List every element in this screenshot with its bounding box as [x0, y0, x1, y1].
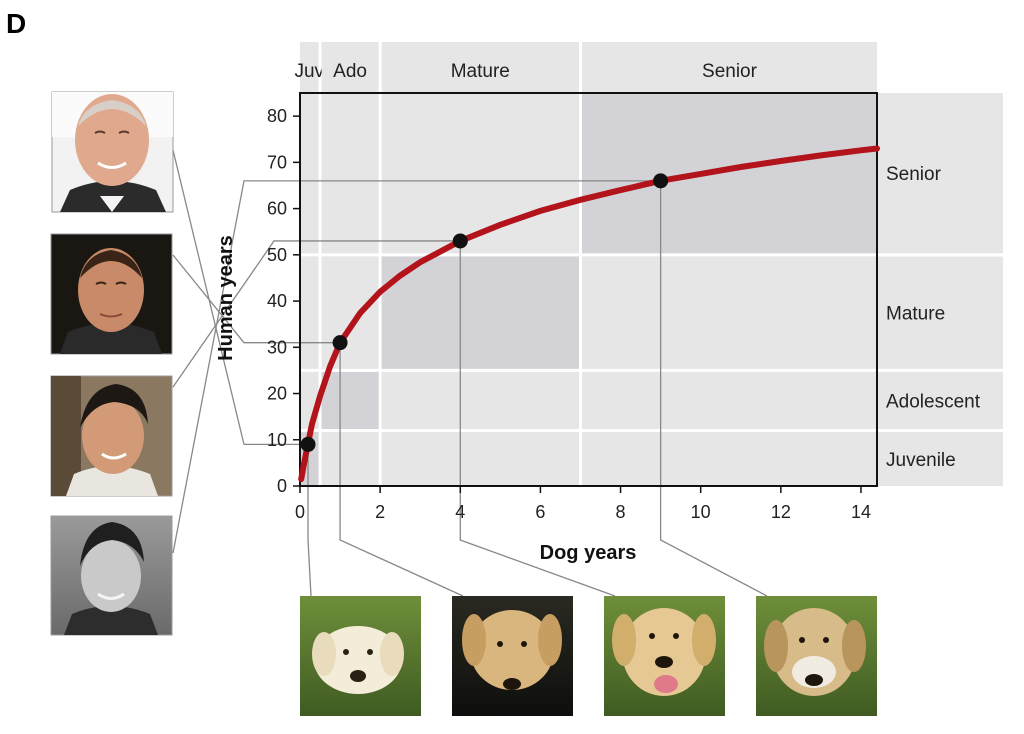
plot-frame	[299, 92, 878, 487]
x-tick-label: 2	[375, 502, 385, 522]
data-point	[653, 173, 669, 189]
child-photo	[50, 515, 173, 636]
human-stage-label: Juvenile	[886, 450, 956, 471]
puppy-photo	[300, 596, 421, 716]
human-stage-label: Senior	[886, 164, 942, 185]
y-axis: 0 10 20 30 40 50 60 70 80	[267, 106, 300, 496]
dog-guide-line	[659, 180, 768, 597]
dog-stage-label: Ado	[333, 61, 367, 82]
dog-photos	[300, 596, 877, 716]
y-tick-label: 80	[267, 106, 287, 126]
y-tick-label: 0	[277, 476, 287, 496]
human-stage-band	[877, 256, 1003, 369]
y-tick-label: 60	[267, 199, 287, 219]
human-photos	[50, 91, 174, 636]
y-tick-label: 20	[267, 384, 287, 404]
dog-guide-line	[307, 444, 312, 597]
x-tick-label: 12	[771, 502, 791, 522]
highlighted-points	[300, 173, 669, 452]
y-tick-label: 50	[267, 245, 287, 265]
stage-bands: Juv Ado Mature Senior Juvenile Adolescent Matu…	[294, 42, 1003, 486]
y-axis-label: Human years	[215, 235, 237, 361]
x-tick-label: 6	[535, 502, 545, 522]
dog-stage-label: Juv	[294, 61, 324, 82]
data-point	[452, 233, 468, 249]
adult-man-photo	[50, 233, 173, 355]
data-point	[300, 436, 316, 452]
human-stage-band	[877, 432, 1003, 486]
adolescent-dog-photo	[452, 596, 573, 716]
human-guide-line	[172, 149, 309, 446]
dog-stage-label: Senior	[702, 61, 758, 82]
human-stage-label: Adolescent	[886, 391, 981, 412]
guide-lines	[172, 149, 768, 597]
y-tick-label: 10	[267, 430, 287, 450]
matched-stage-zone	[581, 93, 877, 254]
x-axis-label: Dog years	[540, 542, 637, 564]
x-tick-label: 8	[616, 502, 626, 522]
dog-stage-column	[300, 42, 319, 486]
dog-stage-label: Mature	[451, 61, 510, 82]
x-tick-label: 0	[295, 502, 305, 522]
matched-stage-zone	[321, 371, 379, 430]
data-point	[332, 335, 348, 351]
panel-label: D	[6, 8, 26, 39]
human-guide-line	[172, 240, 461, 388]
x-tick-label: 10	[691, 502, 711, 522]
human-stage-band	[877, 93, 1003, 254]
teen-boy-photo	[50, 375, 173, 497]
human-guide-line	[172, 254, 341, 344]
dog-guide-line	[339, 342, 464, 597]
human-guide-line	[172, 180, 661, 554]
matched-stage-zone	[381, 256, 579, 369]
y-tick-label: 70	[267, 152, 287, 172]
x-tick-label: 14	[851, 502, 871, 522]
human-stage-band	[877, 371, 1003, 430]
y-tick-label: 30	[267, 337, 287, 357]
older-man-photo	[51, 91, 174, 213]
human-stage-label: Mature	[886, 304, 945, 325]
y-tick-label: 40	[267, 291, 287, 311]
dog-guide-line	[459, 240, 616, 597]
senior-dog-photo	[756, 596, 877, 716]
adult-dog-photo	[604, 596, 725, 716]
x-axis: 0 2 4 6 8 10 12 14	[295, 486, 871, 522]
x-tick-label: 4	[455, 502, 465, 522]
